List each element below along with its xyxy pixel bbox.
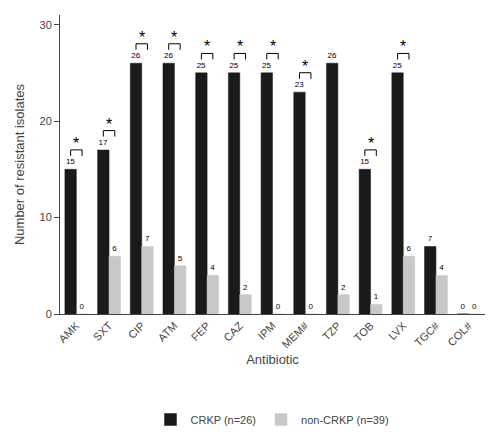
svg-text:*: *	[368, 135, 374, 152]
svg-text:non-CRKP (n=39): non-CRKP (n=39)	[301, 414, 389, 426]
svg-text:6: 6	[112, 244, 117, 253]
svg-text:0: 0	[46, 308, 52, 320]
svg-text:TGC#: TGC#	[412, 319, 442, 349]
svg-text:26: 26	[327, 51, 336, 60]
svg-text:COL#: COL#	[445, 319, 474, 348]
svg-text:*: *	[106, 116, 112, 133]
svg-text:*: *	[139, 29, 145, 46]
svg-text:AMK: AMK	[56, 319, 82, 345]
svg-text:LVX: LVX	[386, 319, 409, 342]
svg-text:25: 25	[393, 61, 402, 70]
svg-text:25: 25	[229, 61, 238, 70]
svg-text:10: 10	[40, 211, 52, 223]
svg-text:CAZ: CAZ	[221, 319, 245, 343]
svg-text:*: *	[73, 135, 79, 152]
svg-text:MEM#: MEM#	[280, 319, 312, 351]
svg-text:*: *	[204, 38, 210, 55]
svg-text:17: 17	[99, 138, 108, 147]
svg-text:15: 15	[360, 157, 369, 166]
svg-text:SXT: SXT	[91, 319, 115, 343]
svg-text:FEP: FEP	[189, 320, 213, 344]
svg-text:5: 5	[178, 254, 183, 263]
svg-text:25: 25	[197, 61, 206, 70]
svg-text:0: 0	[308, 302, 313, 311]
svg-text:6: 6	[406, 244, 411, 253]
svg-text:25: 25	[262, 61, 271, 70]
svg-text:0: 0	[80, 302, 85, 311]
svg-text:7: 7	[145, 234, 150, 243]
svg-text:TZP: TZP	[320, 320, 343, 343]
svg-text:0: 0	[460, 302, 465, 311]
svg-text:CRKP (n=26): CRKP (n=26)	[191, 414, 257, 426]
svg-text:IPM: IPM	[255, 320, 277, 342]
svg-text:2: 2	[341, 283, 346, 292]
svg-text:4: 4	[210, 263, 215, 272]
svg-text:23: 23	[295, 80, 304, 89]
svg-text:*: *	[237, 38, 243, 55]
svg-text:CIP: CIP	[126, 320, 147, 341]
svg-text:Antibiotic: Antibiotic	[246, 352, 299, 367]
svg-text:26: 26	[131, 51, 140, 60]
svg-text:26: 26	[164, 51, 173, 60]
svg-text:1: 1	[374, 292, 379, 301]
svg-text:30: 30	[40, 19, 52, 31]
svg-text:*: *	[270, 38, 276, 55]
svg-text:*: *	[171, 29, 177, 46]
svg-text:15: 15	[66, 157, 75, 166]
svg-text:ATM: ATM	[155, 320, 179, 344]
svg-text:2: 2	[243, 283, 248, 292]
svg-text:0: 0	[472, 302, 477, 311]
svg-text:20: 20	[40, 115, 52, 127]
svg-text:*: *	[400, 38, 406, 55]
svg-text:0: 0	[276, 302, 281, 311]
svg-text:Number of resistant isolates: Number of resistant isolates	[12, 83, 27, 245]
svg-text:TOB: TOB	[352, 320, 376, 344]
svg-text:4: 4	[439, 263, 444, 272]
svg-text:7: 7	[428, 234, 433, 243]
svg-text:*: *	[302, 58, 308, 75]
